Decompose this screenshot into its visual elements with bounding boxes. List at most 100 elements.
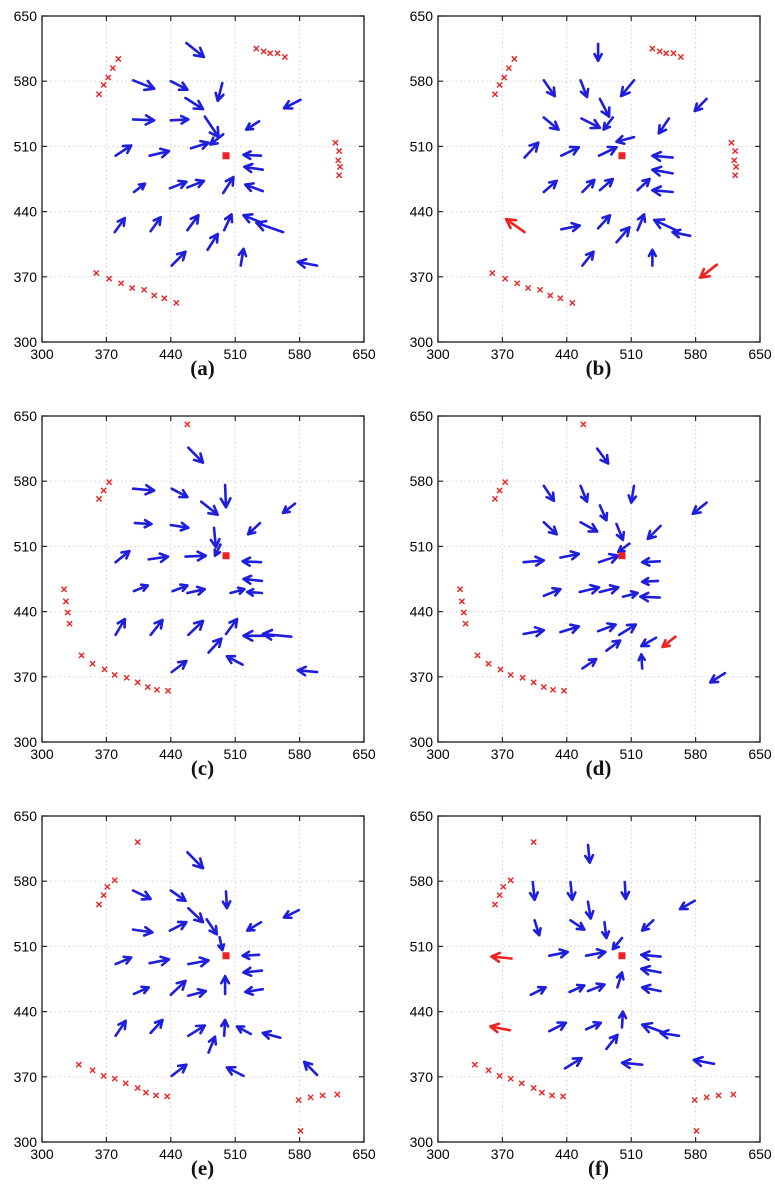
y-tick-label: 440	[14, 604, 38, 620]
x-tick-label: 510	[620, 346, 644, 362]
y-tick-label: 300	[410, 734, 434, 750]
obstacle-markers	[93, 45, 344, 306]
subplot-e: 300 300 370 370 440 440 510 510 580 580 650 650 (e)	[0, 800, 387, 1200]
obstacle-markers	[471, 838, 737, 1134]
grid-lines	[42, 16, 364, 342]
x-tick-label: 370	[491, 746, 515, 762]
x-tick-label: 650	[352, 346, 376, 362]
x-tick-label: 300	[426, 746, 450, 762]
goal-marker	[618, 952, 626, 960]
vector-field-arrows	[523, 42, 708, 267]
y-tick-label: 440	[410, 604, 434, 620]
y-tick-label: 510	[410, 138, 434, 154]
y-tick-label: 580	[14, 873, 38, 889]
y-tick-label: 650	[14, 808, 38, 824]
y-tick-label: 580	[14, 73, 38, 89]
x-tick-label: 300	[426, 1146, 450, 1162]
y-tick-label: 580	[410, 873, 434, 889]
avoidance-arrows	[661, 635, 677, 649]
y-tick-label: 370	[410, 669, 434, 685]
y-tick-label: 650	[410, 408, 434, 424]
grid-lines	[438, 816, 760, 1142]
y-tick-label: 370	[410, 269, 434, 285]
y-tick-label: 650	[14, 8, 38, 24]
subplot-b-label: (b)	[585, 356, 612, 380]
y-tick-label: 650	[410, 8, 434, 24]
axis-ticks	[437, 15, 761, 343]
vector-field-arrows	[114, 851, 319, 1078]
y-tick-label: 370	[14, 269, 38, 285]
y-tick-label: 510	[14, 938, 38, 954]
axis-box	[41, 415, 365, 743]
subplot-e-caption: (e)	[9, 1156, 396, 1181]
y-tick-label: 580	[410, 473, 434, 489]
y-tick-label: 300	[14, 1134, 38, 1150]
avoidance-arrows	[504, 217, 719, 279]
y-tick-label: 440	[410, 1004, 434, 1020]
x-tick-label: 300	[30, 1146, 54, 1162]
obstacle-markers	[60, 421, 191, 694]
x-tick-label: 440	[159, 1146, 183, 1162]
y-tick-label: 370	[410, 1069, 434, 1085]
y-tick-label: 300	[14, 734, 38, 750]
x-tick-label: 510	[620, 746, 644, 762]
x-tick-label: 510	[224, 1146, 248, 1162]
x-tick-label: 650	[748, 1146, 772, 1162]
axis-ticks	[437, 815, 761, 1143]
grid-lines	[42, 416, 364, 742]
x-tick-label: 650	[748, 346, 772, 362]
subplot-c-label: (c)	[190, 756, 215, 780]
y-tick-label: 580	[410, 73, 434, 89]
x-tick-label: 370	[491, 1146, 515, 1162]
vector-field-arrows	[528, 843, 716, 1070]
x-tick-label: 510	[620, 1146, 644, 1162]
axis-box	[41, 15, 365, 343]
x-tick-label: 300	[30, 346, 54, 362]
x-tick-label: 580	[684, 746, 708, 762]
subplot-f: 300 300 370 370 440 440 510 510 580 580 650 650 (f)	[387, 800, 775, 1200]
x-tick-label: 440	[159, 346, 183, 362]
x-tick-label: 580	[684, 1146, 708, 1162]
goal-marker	[222, 952, 230, 960]
y-tick-label: 510	[410, 538, 434, 554]
x-tick-label: 370	[95, 746, 119, 762]
goal-marker	[618, 552, 626, 560]
x-tick-label: 650	[352, 1146, 376, 1162]
obstacle-markers	[456, 421, 587, 694]
axis-ticks	[41, 415, 365, 743]
obstacle-markers	[489, 45, 740, 306]
y-tick-label: 580	[14, 473, 38, 489]
subplot-c: 300 300 370 370 440 440 510 510 580 580 650 650 (c)	[0, 400, 387, 800]
goal-marker	[222, 152, 230, 160]
subplot-c-caption: (c)	[9, 756, 396, 781]
vector-field-arrows	[114, 446, 319, 677]
axis-box	[437, 415, 761, 743]
y-tick-label: 510	[14, 538, 38, 554]
x-tick-label: 440	[555, 1146, 579, 1162]
subplot-d-label: (d)	[585, 756, 612, 780]
x-tick-label: 300	[30, 746, 54, 762]
grid-lines	[438, 16, 760, 342]
y-tick-label: 440	[410, 204, 434, 220]
subplot-d-caption: (d)	[405, 756, 775, 781]
vector-field-arrows	[522, 447, 727, 684]
x-tick-label: 580	[288, 346, 312, 362]
y-tick-label: 650	[410, 808, 434, 824]
y-tick-label: 370	[14, 1069, 38, 1085]
subplot-b: 300 300 370 370 440 440 510 510 580 580 650 650 (b)	[387, 0, 775, 400]
x-tick-label: 440	[159, 746, 183, 762]
y-tick-label: 300	[410, 334, 434, 350]
y-tick-label: 440	[14, 1004, 38, 1020]
y-tick-label: 510	[14, 138, 38, 154]
axis-ticks	[41, 15, 365, 343]
x-tick-label: 370	[95, 1146, 119, 1162]
axis-ticks	[41, 815, 365, 1143]
subplot-f-label: (f)	[588, 1156, 609, 1180]
subplot-a-label: (a)	[190, 356, 215, 380]
